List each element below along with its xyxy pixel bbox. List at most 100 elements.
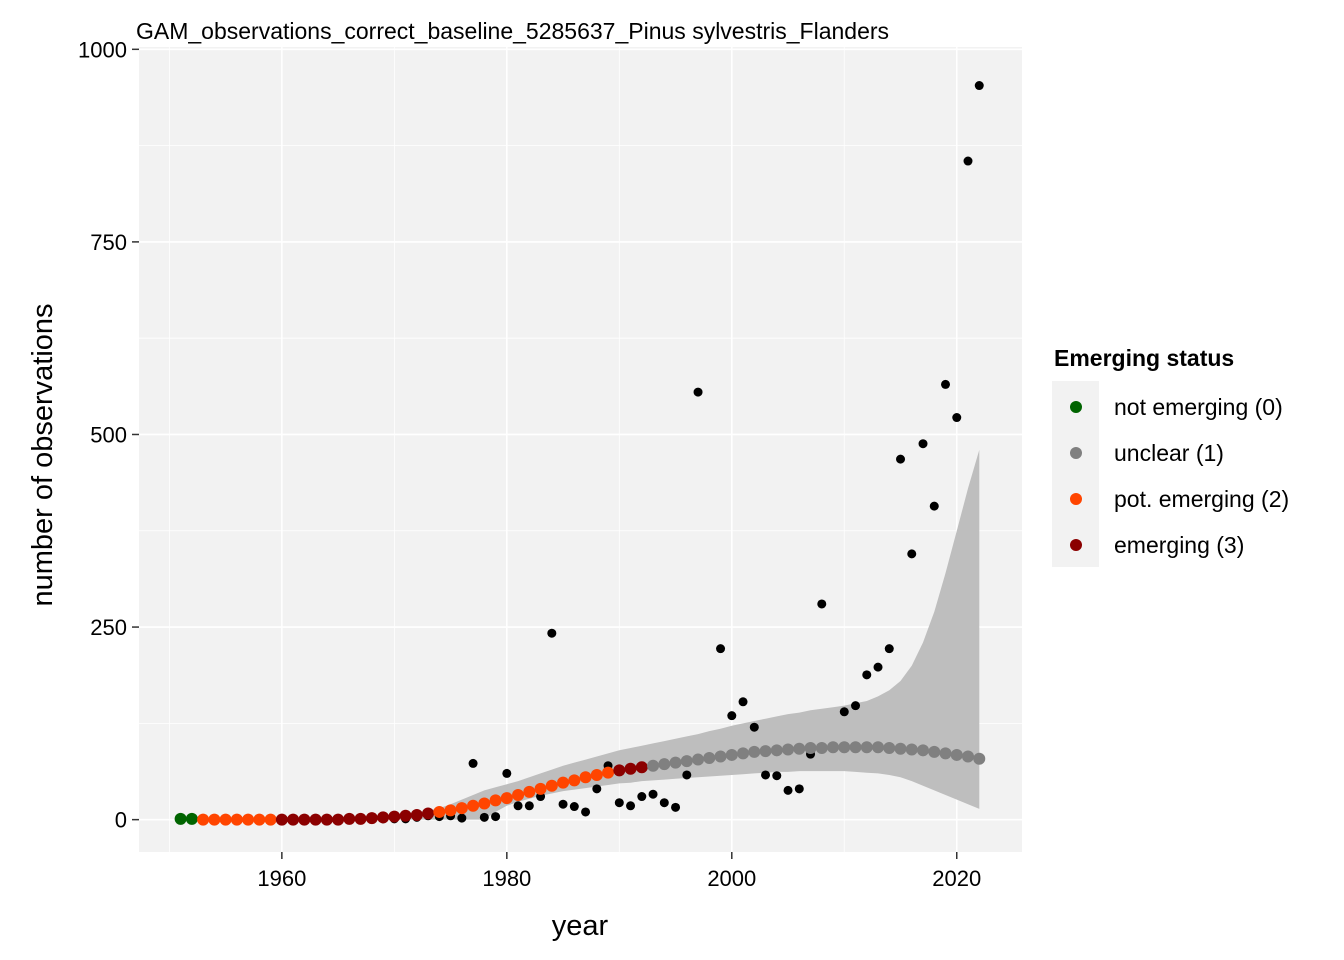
observation-point	[682, 770, 692, 780]
gam-fit-point	[692, 753, 705, 766]
gam-fit-point	[444, 804, 457, 817]
legend-label: not emerging (0)	[1114, 394, 1283, 420]
observation-point	[749, 722, 759, 732]
legend-key	[1070, 493, 1082, 505]
observation-point	[457, 813, 467, 823]
y-axis: 0 250 500 750 1000	[78, 37, 139, 833]
observation-point	[614, 798, 624, 808]
gam-fit-point	[860, 741, 873, 754]
gam-fit-point	[793, 742, 806, 755]
x-tick-label: 2020	[932, 866, 981, 891]
x-axis: 1960 1980 2000 2020	[257, 852, 981, 891]
gam-fit-point	[770, 744, 783, 757]
observation-point	[558, 799, 568, 809]
gam-fit-point	[467, 799, 480, 812]
gam-fit-point	[658, 758, 671, 771]
gam-fit-point	[647, 759, 660, 772]
chart-title: GAM_observations_correct_baseline_528563…	[136, 18, 889, 44]
observation-point	[794, 784, 804, 794]
observation-point	[941, 379, 951, 389]
gam-fit-point	[928, 745, 941, 758]
gam-fit-point	[725, 748, 738, 761]
observation-point	[963, 156, 973, 166]
gam-fit-point	[883, 742, 896, 755]
gam-fit-point	[838, 741, 851, 754]
gam-fit-point	[714, 750, 727, 763]
gam-fit-point	[962, 750, 975, 763]
observation-point	[479, 812, 489, 822]
gam-fit-point	[287, 813, 300, 826]
observation-point	[817, 599, 827, 609]
legend-entries: not emerging (0) unclear (1) pot. emerging…	[1070, 394, 1289, 558]
x-tick-label: 2000	[707, 866, 756, 891]
gam-fit-point	[782, 743, 795, 756]
observation-point	[569, 802, 579, 812]
observation-point	[851, 701, 861, 711]
gam-fit-point	[939, 747, 952, 760]
observation-point	[502, 768, 512, 778]
observation-point	[783, 785, 793, 795]
gam-fit-point	[433, 805, 446, 818]
gam-fit-point	[737, 747, 750, 760]
gam-fit-point	[343, 812, 356, 825]
gam-fit-point	[950, 748, 963, 761]
observation-point	[581, 807, 591, 817]
observation-point	[907, 549, 917, 559]
gam-fit-point	[512, 788, 525, 801]
observation-point	[727, 711, 737, 721]
gam-fit-point	[455, 802, 468, 815]
y-tick-label: 250	[90, 615, 127, 640]
gam-fit-point	[219, 813, 232, 826]
gam-fit-point	[905, 743, 918, 756]
gam-fit-point	[230, 813, 243, 826]
gam-fit-points	[174, 741, 986, 826]
x-tick-label: 1960	[257, 866, 306, 891]
observation-point	[738, 697, 748, 707]
y-tick-label: 0	[115, 808, 127, 833]
legend-label: pot. emerging (2)	[1114, 486, 1289, 512]
gam-fit-point	[197, 813, 210, 826]
gam-fit-point	[827, 741, 840, 754]
gam-fit-point	[489, 794, 502, 807]
gam-fit-point	[298, 813, 311, 826]
gam-fit-point	[377, 811, 390, 824]
gam-fit-point	[973, 752, 986, 765]
observation-point	[952, 413, 962, 423]
observation-point	[524, 801, 534, 811]
gam-fit-point	[332, 813, 345, 826]
gam-fit-point	[410, 809, 423, 822]
observation-point	[468, 758, 478, 768]
observation-point	[592, 784, 602, 794]
gam-fit-point	[264, 813, 277, 826]
observation-point	[761, 770, 771, 780]
gam-fit-point	[500, 792, 513, 805]
gam-fit-point	[602, 766, 615, 779]
observation-point	[626, 801, 636, 811]
gam-fit-point	[748, 745, 761, 758]
gam-fit-point	[624, 762, 637, 775]
gam-fit-point	[613, 764, 626, 777]
observation-point	[648, 789, 658, 799]
confidence-band-area	[180, 449, 980, 820]
y-tick-label: 500	[90, 422, 127, 447]
gam-fit-point	[208, 813, 221, 826]
gam-fit-point	[354, 812, 367, 825]
observation-point	[491, 812, 501, 822]
gam-fit-point	[635, 761, 648, 774]
gam-fit-point	[703, 752, 716, 765]
gam-fit-point	[815, 742, 828, 755]
observation-point	[862, 670, 872, 680]
gam-fit-point	[590, 768, 603, 781]
observation-point	[693, 387, 703, 397]
gam-fit-point	[365, 812, 378, 825]
observation-point	[772, 771, 782, 781]
observation-point	[716, 644, 726, 654]
observation-point	[929, 501, 939, 511]
legend-label: emerging (3)	[1114, 532, 1244, 558]
gam-fit-point	[320, 813, 333, 826]
gam-fit-point	[804, 742, 817, 755]
observation-point	[637, 792, 647, 802]
observation-point	[918, 439, 928, 449]
observation-point	[659, 798, 669, 808]
